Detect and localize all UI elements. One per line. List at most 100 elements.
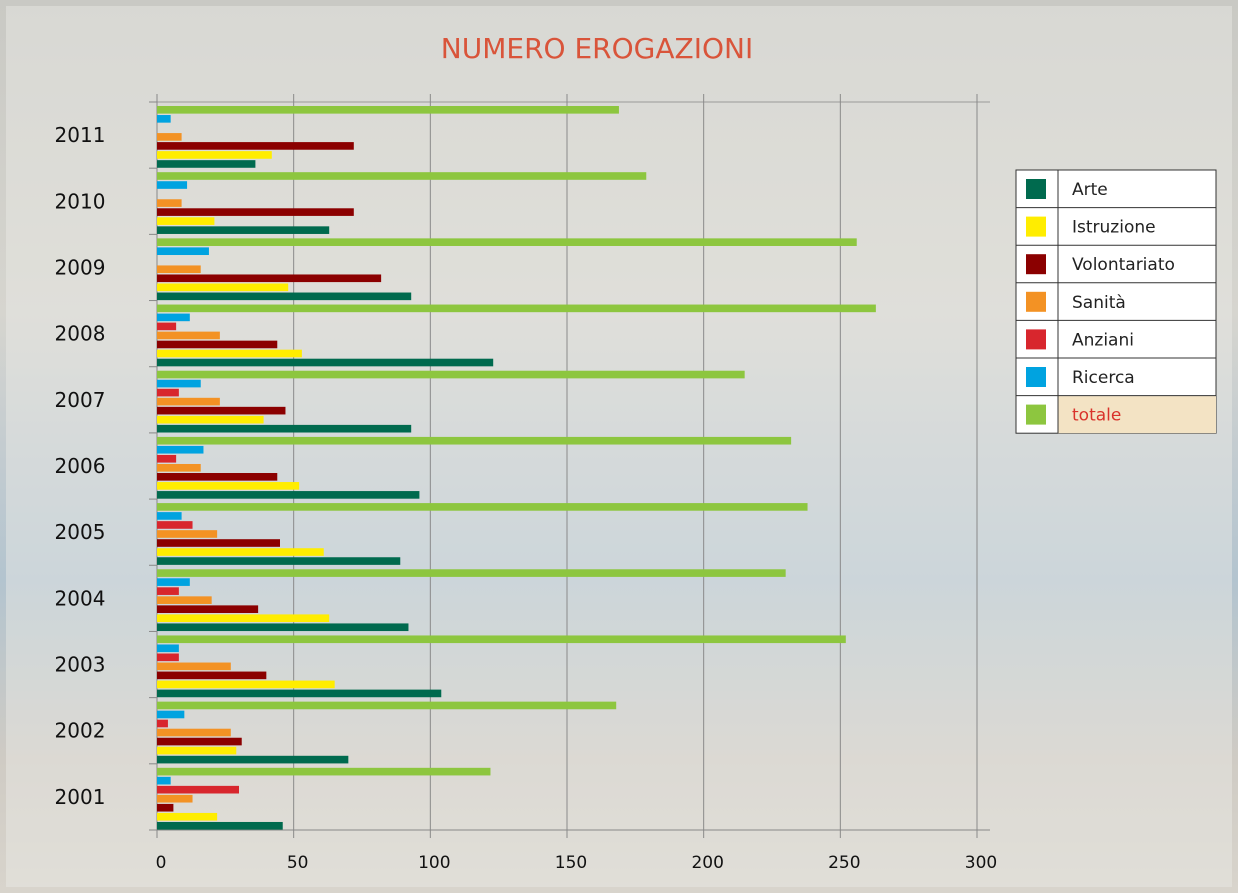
bar: [157, 557, 400, 565]
bar: [157, 482, 299, 490]
x-tick-label: 250: [828, 853, 860, 873]
y-tick-label: 2007: [55, 388, 106, 412]
bar: [157, 398, 220, 406]
bar: [157, 729, 231, 737]
bar: [157, 720, 168, 728]
bar: [157, 283, 288, 291]
bar: [157, 238, 857, 246]
bar: [157, 446, 203, 454]
legend-label: Istruzione: [1072, 218, 1156, 238]
y-tick-label: 2005: [55, 520, 106, 544]
chart: NUMERO EROGAZIONI 0501001502002503002001…: [0, 0, 1238, 893]
bar: [157, 464, 201, 472]
bar: [157, 605, 258, 613]
bar: [157, 199, 182, 207]
bar: [157, 822, 283, 830]
bar: [157, 247, 209, 255]
bar: [157, 425, 411, 433]
bar: [157, 293, 411, 301]
legend-swatch: [1026, 292, 1046, 312]
y-tick-label: 2008: [55, 322, 106, 346]
bar: [157, 623, 408, 631]
bar: [157, 217, 214, 225]
x-tick-label: 300: [965, 853, 997, 873]
legend-swatch: [1026, 367, 1046, 387]
bar: [157, 503, 808, 511]
bar: [157, 305, 876, 313]
y-tick-label: 2011: [55, 123, 106, 147]
legend-label: Sanità: [1072, 293, 1126, 313]
y-tick-label: 2002: [55, 719, 106, 743]
y-tick-label: 2010: [55, 189, 106, 213]
bar: [157, 738, 242, 746]
bar: [157, 208, 354, 216]
bar: [157, 172, 646, 180]
bar: [157, 491, 419, 499]
y-tick-label: 2001: [55, 785, 106, 809]
bar: [157, 473, 277, 481]
bar: [157, 702, 616, 710]
bar: [157, 332, 220, 340]
bar: [157, 416, 264, 424]
bar: [157, 106, 619, 114]
bar: [157, 635, 846, 643]
bar: [157, 644, 179, 652]
bar: [157, 587, 179, 595]
bar: [157, 521, 193, 529]
bar: [157, 569, 786, 577]
legend-label: Anziani: [1072, 330, 1134, 350]
bar: [157, 181, 187, 189]
y-tick-label: 2003: [55, 653, 106, 677]
legend-swatch: [1026, 254, 1046, 274]
bar: [157, 672, 266, 680]
legend-label: Volontariato: [1072, 255, 1175, 275]
bar: [157, 455, 176, 463]
bar: [157, 341, 277, 349]
x-tick-label: 0: [156, 853, 167, 873]
legend-swatch: [1026, 217, 1046, 237]
bar: [157, 578, 190, 586]
bar: [157, 371, 745, 379]
y-tick-label: 2004: [55, 586, 106, 610]
bar: [157, 654, 179, 662]
y-tick-label: 2006: [55, 454, 106, 478]
bar: [157, 389, 179, 397]
legend-swatch: [1026, 329, 1046, 349]
bar: [157, 539, 280, 547]
bar: [157, 786, 239, 794]
bar: [157, 804, 173, 812]
bar: [157, 350, 302, 358]
bar: [157, 663, 231, 671]
bar: [157, 265, 201, 273]
bar: [157, 756, 348, 764]
bar: [157, 777, 171, 785]
bar: [157, 359, 493, 367]
bar: [157, 768, 490, 776]
x-tick-label: 50: [287, 853, 309, 873]
bar: [157, 747, 236, 755]
bar: [157, 160, 255, 168]
bar: [157, 681, 335, 689]
bar: [157, 133, 182, 141]
bar: [157, 142, 354, 150]
legend-swatch: [1026, 405, 1046, 425]
legend-label: totale: [1072, 406, 1121, 426]
chart-title: NUMERO EROGAZIONI: [441, 32, 753, 65]
legend-label: Arte: [1072, 180, 1108, 200]
bar: [157, 711, 184, 719]
bar: [157, 530, 217, 538]
bar: [157, 548, 324, 556]
bar: [157, 115, 171, 123]
page: NUMERO EROGAZIONI 0501001502002503002001…: [0, 0, 1238, 893]
bar: [157, 512, 182, 520]
bar: [157, 380, 201, 388]
bar: [157, 690, 441, 698]
bar: [157, 596, 212, 604]
bar: [157, 151, 272, 159]
legend-swatch: [1026, 179, 1046, 199]
bar: [157, 795, 193, 803]
bar: [157, 813, 217, 821]
x-tick-label: 100: [418, 853, 450, 873]
x-tick-label: 150: [555, 853, 587, 873]
legend-label: Ricerca: [1072, 368, 1135, 388]
